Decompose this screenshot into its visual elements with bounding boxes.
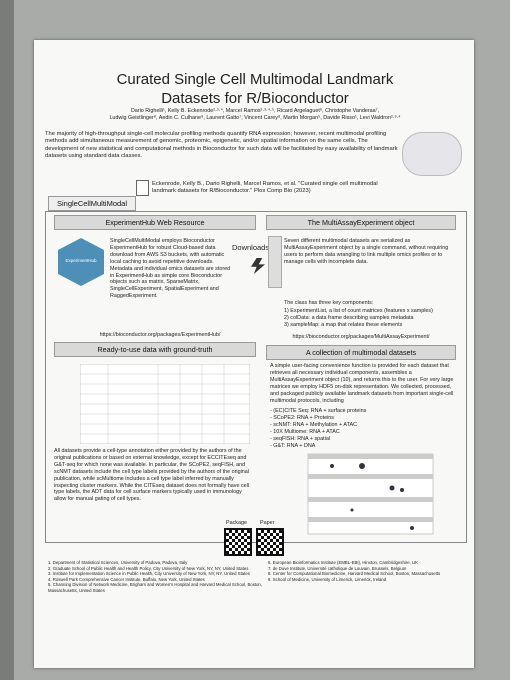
components-intro: The class has three key components: [284, 300, 374, 306]
table-rules [80, 364, 250, 444]
title: Curated Single Cell Multimodal Landmark … [60, 70, 450, 108]
plot-strips [308, 454, 433, 522]
footnote: 4. Roswell Park Comprehensive Cancer Ins… [48, 576, 205, 582]
component-list: 1) ExperimentList, a list of count matri… [284, 308, 454, 329]
hex-label: ExperimentHub [65, 258, 97, 263]
protocol-item: - seqFISH: RNA + spatial [270, 435, 331, 442]
tab-label: SingleCellMultiModal [48, 196, 136, 211]
title-line: Datasets for R/Bioconductor [161, 90, 349, 107]
section-heading: Ready-to-use data with ground-truth [54, 342, 256, 357]
footnote: 3. Institute for Implementation Science … [48, 571, 250, 577]
paper-icon [136, 180, 149, 196]
abstract-figure [402, 132, 462, 176]
section-text: A simple user-facing convenience functio… [270, 363, 454, 404]
url: https://bioconductor.org/packages/Experi… [99, 332, 221, 338]
board-frame [0, 0, 14, 680]
section-text: All datasets provide a cell-type annotat… [54, 448, 250, 503]
footnotes: 1. Department of Statistical Sciences, U… [48, 560, 263, 593]
section-text: Seven different multimodal datasets are … [284, 238, 449, 265]
plot-dots [330, 463, 414, 530]
protocol-item: - SCoPE2: RNA + Proteins [270, 414, 334, 421]
component-item: 1) ExperimentList, a list of count matri… [284, 308, 433, 314]
protocol-list: - (EC)CITE Seq: RNA + surface proteins - … [270, 408, 456, 449]
footnote: 1. Department of Statistical Sciences, U… [48, 560, 188, 565]
footnote: 7. de Duve Institute, Université catholi… [268, 565, 407, 571]
footnote: 2. Graduate School of Public Health and … [48, 565, 249, 571]
protocol-item: - scNMT: RNA + Methylation + ATAC [270, 421, 357, 428]
authors: Dario Righelli¹, Kelly B. Eckenrode²·³·⁴… [60, 108, 450, 122]
abstract: The majority of high-throughput single-c… [45, 131, 398, 160]
footnote: 6. European Bioinformatics Institute (EM… [268, 560, 418, 565]
footnote: 5. Channing Division of Network Medicine… [48, 582, 263, 593]
datasets-table [80, 364, 250, 444]
footnote: 9. School of Medicine, University of Lim… [268, 576, 387, 582]
qr-label: Package [226, 520, 247, 526]
qr-code [224, 528, 252, 556]
footnotes: 6. European Bioinformatics Institute (EM… [268, 560, 468, 582]
downloads-label: Downloads [232, 243, 270, 252]
mae-figure [268, 236, 282, 288]
section-heading: The MultiAssayExperiment object [266, 215, 456, 230]
qr-code [256, 528, 284, 556]
title-line: Curated Single Cell Multimodal Landmark [116, 71, 394, 88]
footnote: 8. Center for Computational Biomedicine,… [268, 571, 441, 577]
section-heading: ExperimentHub Web Resource [54, 215, 256, 230]
component-item: 3) sampleMap: a map that relates these e… [284, 321, 403, 328]
component-item: 2) colData: a data frame describing samp… [284, 314, 414, 321]
citation: Eckenrode, Kelly B., Dario Righelli, Mar… [152, 181, 378, 195]
protocol-item: - G&T: RNA + DNA [270, 442, 316, 449]
url: https://bioconductor.org/packages/MultiA… [292, 334, 430, 340]
section-text: SingleCellMultiModal employs Bioconducto… [110, 238, 231, 300]
author-line: Dario Righelli¹, Kelly B. Eckenrode²·³·⁴… [130, 108, 380, 114]
protocol-item: - (EC)CITE Seq: RNA + surface proteins [270, 408, 367, 414]
section-heading: A collection of multimodal datasets [266, 345, 456, 360]
qr-label: Paper [260, 520, 275, 526]
protocol-item: - 10X Multiome: RNA + ATAC [270, 428, 340, 435]
author-line: Ludwig Geistlinger⁸, Aedin C. Culhane⁹, … [109, 114, 401, 121]
dot-plot [307, 453, 434, 535]
